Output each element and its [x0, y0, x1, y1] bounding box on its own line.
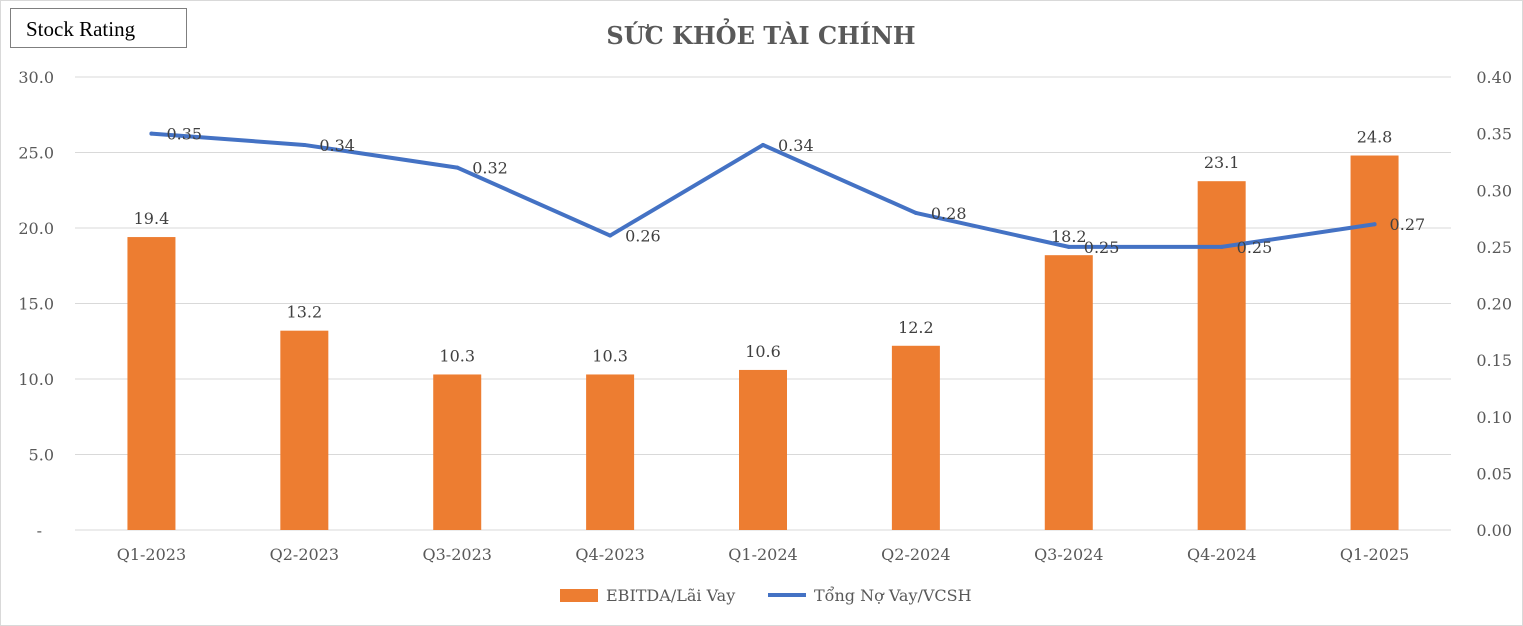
ebitda-bar [739, 369, 787, 530]
ebitda-bars [127, 155, 1399, 530]
debt-equity-data-label: 0.27 [1390, 215, 1426, 234]
debt-equity-data-label: 0.25 [1084, 238, 1120, 257]
ebitda-bar-data-label: 24.8 [1357, 128, 1393, 147]
right-axis-tick-label: 0.30 [1476, 181, 1512, 200]
debt-equity-data-label: 0.34 [778, 136, 814, 155]
ebitda-bar [280, 330, 329, 530]
left-axis-tick-label: 25.0 [18, 144, 54, 163]
debt-equity-point [149, 131, 154, 136]
right-axis-tick-label: 0.10 [1476, 408, 1512, 427]
ebitda-bar [1197, 181, 1246, 530]
right-axis-tick-label: 0.40 [1476, 68, 1512, 87]
debt-equity-point [1219, 244, 1224, 249]
x-axis-tick-label: Q1-2025 [1340, 545, 1409, 564]
ebitda-bar [433, 374, 482, 530]
left-axis-tick-label: 20.0 [18, 219, 54, 238]
legend: EBITDA/Lãi Vay Tổng Nợ Vay/VCSH [560, 586, 972, 605]
debt-equity-point [761, 142, 765, 147]
left-axis-tick-label: 10.0 [18, 370, 54, 389]
debt-equity-point [455, 165, 460, 170]
left-axis-tick-label: 5.0 [29, 446, 54, 465]
x-axis-tick-label: Q1-2024 [728, 545, 797, 564]
debt-equity-data-label: 0.35 [166, 125, 202, 144]
left-axis-ticks: - 5.0 10.0 15.0 20.0 25.0 30.0 [18, 68, 54, 540]
right-axis-tick-label: 0.35 [1476, 125, 1512, 144]
debt-equity-point [302, 142, 307, 147]
ebitda-bar-data-label: 10.3 [592, 346, 628, 365]
right-axis-tick-label: 0.20 [1476, 295, 1512, 314]
x-axis-tick-label: Q2-2023 [270, 545, 339, 564]
ebitda-bar [891, 345, 940, 530]
debt-equity-point [608, 233, 613, 238]
debt-equity-point [913, 210, 918, 215]
x-axis-tick-label: Q4-2024 [1187, 545, 1256, 564]
ebitda-bar-data-label: 10.6 [745, 342, 781, 361]
debt-equity-data-label: 0.26 [625, 227, 661, 246]
left-axis-tick-label: 30.0 [18, 68, 54, 87]
x-axis-tick-label: Q3-2024 [1034, 545, 1103, 564]
stock-rating-badge: Stock Rating [10, 8, 187, 48]
ebitda-bar [127, 237, 176, 530]
ebitda-bar-labels: 19.4 13.2 10.3 10.3 10.6 12.2 18.2 23.1 24.8 [134, 128, 1393, 366]
debt-equity-point [1066, 244, 1071, 249]
ebitda-bar-data-label: 23.1 [1204, 153, 1240, 172]
debt-equity-line-series: 0.35 0.34 0.32 0.26 0.34 0.28 0.25 0.25 0.27 [149, 125, 1425, 257]
left-axis-tick-label: 15.0 [18, 295, 54, 314]
right-axis-ticks: 0.00 0.05 0.10 0.15 0.20 0.25 0.30 0.35 0.40 [1476, 68, 1512, 540]
x-axis-ticks: Q1-2023 Q2-2023 Q3-2023 Q4-2023 Q1-2024 Q2-20… [117, 545, 1410, 564]
chart-title: SỨC KHỎE TÀI CHÍNH [606, 18, 915, 50]
ebitda-bar-data-label: 19.4 [134, 209, 170, 228]
right-axis-tick-label: 0.25 [1476, 238, 1512, 257]
right-axis-tick-label: 0.05 [1476, 464, 1512, 483]
ebitda-bar-data-label: 18.2 [1051, 227, 1087, 246]
debt-equity-data-label: 0.34 [319, 136, 355, 155]
x-axis-tick-label: Q4-2023 [575, 545, 644, 564]
x-axis-tick-label: Q3-2023 [423, 545, 492, 564]
ebitda-bar [1350, 155, 1399, 530]
ebitda-bar-data-label: 13.2 [287, 303, 323, 322]
ebitda-bar [1044, 255, 1093, 530]
x-axis-tick-label: Q2-2024 [881, 545, 950, 564]
debt-equity-data-label: 0.32 [472, 159, 508, 178]
right-axis-tick-label: 0.15 [1476, 351, 1512, 370]
debt-equity-point [1372, 222, 1377, 227]
ebitda-bar-data-label: 12.2 [898, 318, 934, 337]
right-axis-tick-label: 0.00 [1476, 521, 1512, 540]
x-axis-tick-label: Q1-2023 [117, 545, 186, 564]
debt-equity-data-label: 0.25 [1237, 238, 1273, 257]
left-axis-tick-label: - [37, 521, 42, 540]
ebitda-bar-data-label: 10.3 [439, 346, 475, 365]
debt-equity-data-label: 0.28 [931, 204, 967, 223]
legend-label-debt-equity: Tổng Nợ Vay/VCSH [814, 586, 972, 605]
stock-rating-label: Stock Rating [26, 17, 136, 41]
legend-swatch-ebitda [560, 589, 598, 602]
ebitda-bar [586, 374, 635, 530]
legend-label-ebitda: EBITDA/Lãi Vay [606, 586, 735, 605]
